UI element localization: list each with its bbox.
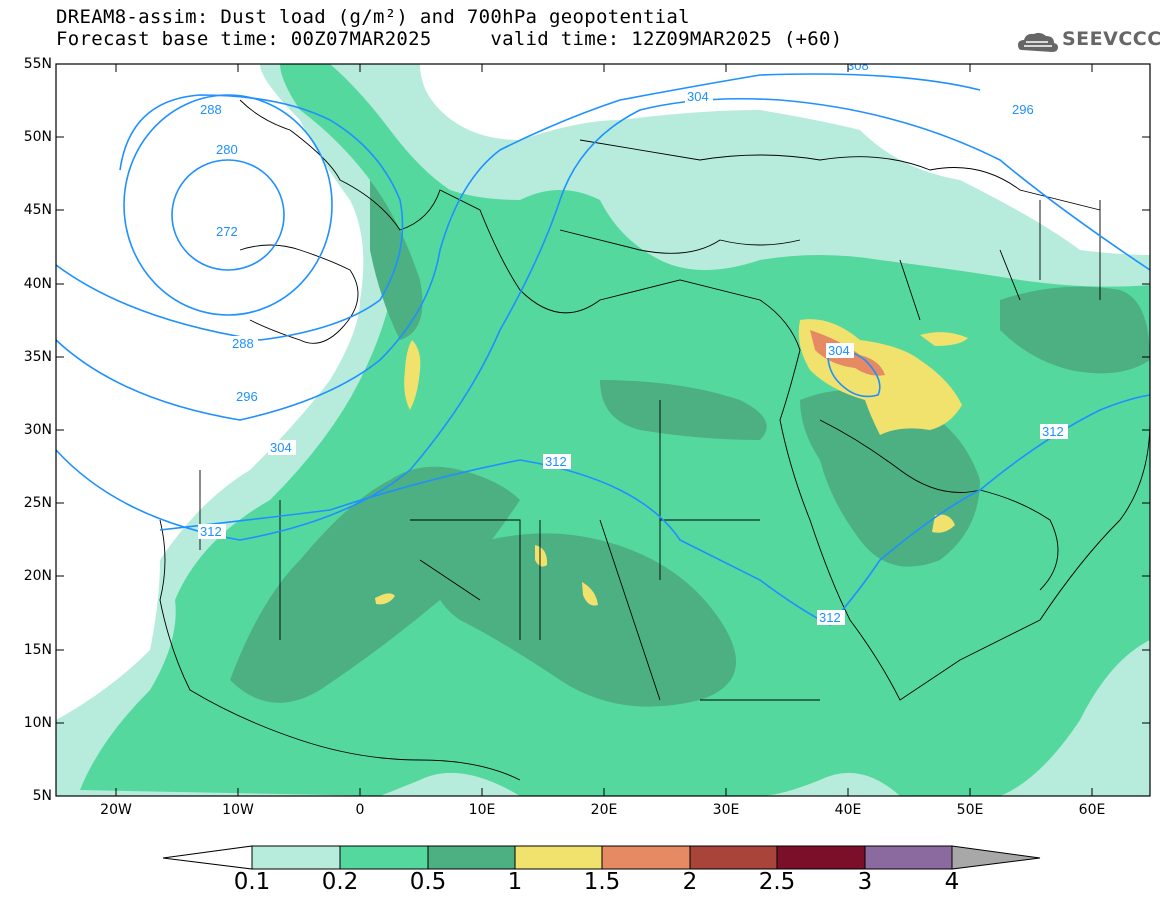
- lon-label: 20E: [590, 802, 618, 818]
- dust-field-dark: [430, 533, 736, 707]
- contour-label: 308: [847, 58, 869, 73]
- colorbar-swatch: [864, 845, 953, 870]
- lon-label: 0: [355, 802, 365, 818]
- contour-label: 312: [819, 610, 841, 625]
- dust-patch-yellow: [535, 545, 548, 567]
- dust-patch-yellow: [920, 332, 968, 346]
- colorbar-tick-label: 2: [682, 869, 698, 895]
- lat-label: 15N: [23, 642, 52, 658]
- contour-label: 280: [216, 142, 238, 157]
- country-borders: [159, 99, 1150, 781]
- contour-label: 288: [232, 336, 254, 351]
- axis-ticks: [56, 63, 1150, 796]
- geopotential-contours: [56, 73, 1150, 626]
- lon-label: 50E: [956, 802, 984, 818]
- colorbar-swatch: [339, 845, 429, 870]
- colorbar: [162, 845, 1041, 870]
- dust-field-dark: [230, 466, 520, 703]
- dust-field-dark: [600, 380, 767, 440]
- colorbar-swatch: [776, 845, 866, 870]
- colorbar-tick-label: 1: [507, 869, 523, 895]
- lat-label: 50N: [23, 129, 52, 145]
- lat-label: 25N: [23, 495, 52, 511]
- lat-label: 55N: [23, 56, 52, 72]
- lon-label: 10W: [222, 802, 254, 818]
- contour-label: 304: [687, 89, 709, 104]
- cloud-logo-icon: [1018, 32, 1058, 52]
- logo-text: SEEVCCC: [1062, 28, 1162, 50]
- dust-field-dark: [370, 180, 423, 340]
- contour-labels: 288 280 272 288 296 304 312 312 304 312 …: [198, 58, 1068, 625]
- dust-patch-yellow: [582, 582, 598, 606]
- colorbar-tick-label: 0.2: [321, 869, 359, 895]
- colorbar-tick-label: 1.5: [583, 869, 621, 895]
- colorbar-tick-label: 2.5: [758, 869, 796, 895]
- colorbar-swatch: [514, 845, 603, 870]
- colorbar-tick-label: 4: [944, 869, 960, 895]
- colorbar-swatch: [251, 845, 341, 870]
- contour-label: 304: [270, 440, 292, 455]
- lat-label: 40N: [23, 276, 52, 292]
- lon-label: 30E: [712, 802, 740, 818]
- colorbar-tick-label: 0.1: [233, 869, 271, 895]
- colorbar-swatch: [689, 845, 778, 870]
- lon-label: 20W: [100, 802, 132, 818]
- dust-field-dark: [1000, 286, 1150, 374]
- colorbar-tick-label: 0.5: [409, 869, 447, 895]
- lat-label: 10N: [23, 715, 52, 731]
- dust-patch-yellow: [375, 593, 395, 605]
- contour-label: 296: [1012, 102, 1034, 117]
- contour-label: 296: [236, 389, 258, 404]
- lat-label: 5N: [32, 788, 52, 804]
- chart-title: DREAM8-assim: Dust load (g/m²) and 700hP…: [56, 6, 690, 28]
- colorbar-tick-label: 3: [857, 869, 873, 895]
- contour-label: 272: [216, 224, 238, 239]
- contour-label: 312: [200, 524, 222, 539]
- lat-label: 35N: [23, 349, 52, 365]
- dust-patch-yellow: [932, 514, 955, 533]
- colorbar-swatch: [601, 845, 691, 870]
- contour-label: 288: [200, 102, 222, 117]
- colorbar-swatch: [427, 845, 516, 870]
- contour-label: 312: [1042, 424, 1064, 439]
- lon-label: 60E: [1078, 802, 1106, 818]
- lon-label: 40E: [834, 802, 862, 818]
- lat-label: 30N: [23, 422, 52, 438]
- lat-label: 45N: [23, 202, 52, 218]
- colorbar-under-triangle: [162, 845, 253, 870]
- colorbar-over-triangle: [951, 845, 1041, 870]
- contour-label: 312: [545, 454, 567, 469]
- lat-label: 20N: [23, 568, 52, 584]
- contour-label: 304: [828, 343, 850, 358]
- chart-subtitle: Forecast base time: 00Z07MAR2025 valid t…: [56, 28, 843, 50]
- dust-patch-yellow: [404, 340, 421, 410]
- lon-label: 10E: [468, 802, 496, 818]
